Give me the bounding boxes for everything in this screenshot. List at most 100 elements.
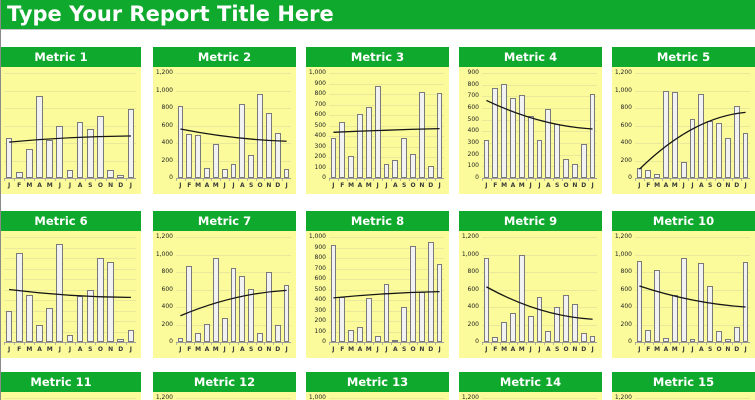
report-title[interactable]: Type Your Report Title Here	[7, 2, 334, 26]
x-axis-month-label: J	[638, 346, 641, 353]
x-axis-tick	[570, 343, 572, 345]
bar	[589, 335, 596, 342]
x-axis-month-label: F	[340, 346, 345, 353]
x-axis-month-label: F	[646, 182, 651, 189]
gridline	[176, 160, 291, 162]
bar	[66, 334, 74, 342]
bar	[536, 297, 543, 342]
x-axis-tick	[714, 343, 716, 345]
gridline	[4, 125, 136, 127]
x-axis-tick	[95, 179, 97, 181]
y-axis-tick-label: 600	[314, 111, 326, 118]
metric-chart: 100 200 300 400 500 600 700 800 900 0 J F M A M J J A S O N D…	[459, 67, 602, 194]
x-axis-tick	[264, 179, 266, 181]
x-axis-line	[635, 342, 750, 343]
x-axis-tick	[105, 343, 107, 345]
x-axis-tick	[64, 179, 66, 181]
gridline	[482, 289, 597, 291]
x-axis-tick	[670, 343, 672, 345]
bar	[680, 258, 687, 342]
x-axis-tick	[714, 179, 716, 181]
bar	[374, 335, 381, 342]
gridline	[482, 119, 597, 121]
bar	[427, 166, 434, 178]
x-axis-month-label: F	[17, 182, 22, 189]
y-axis-tick-label: 200	[161, 320, 173, 328]
x-axis-tick	[552, 343, 554, 345]
bar	[248, 155, 255, 178]
x-axis-tick	[426, 179, 428, 181]
x-axis-month-label: D	[734, 182, 740, 189]
x-axis-month-label: A	[357, 182, 363, 189]
gridline	[482, 254, 597, 256]
gridline	[176, 143, 291, 144]
x-axis-month-label: D	[118, 182, 124, 189]
bar	[580, 333, 587, 342]
metric-title: Metric 2	[153, 47, 296, 67]
x-axis-month-label: N	[725, 346, 731, 353]
x-axis-month-label: S	[402, 182, 407, 189]
y-axis-tick-label: 300	[467, 139, 479, 146]
bar	[365, 106, 372, 178]
bar	[733, 106, 740, 178]
y-axis-tick-label: 200	[467, 150, 479, 158]
gridline	[482, 398, 597, 399]
y-axis-tick-label: 600	[467, 104, 479, 111]
x-axis-tick	[54, 343, 56, 345]
x-axis-tick	[255, 343, 257, 345]
y-axis-tick-label: 700	[467, 92, 479, 100]
bar	[571, 164, 578, 178]
y-axis-tick-label: 200	[620, 320, 632, 328]
x-axis-month-label: A	[393, 182, 398, 189]
bar	[107, 262, 114, 342]
bar	[15, 252, 23, 342]
x-axis-tick	[329, 179, 330, 181]
x-axis-tick	[635, 343, 636, 345]
x-axis-tick	[705, 343, 707, 345]
bar	[654, 270, 661, 342]
x-axis-tick	[193, 343, 195, 345]
gridline	[635, 254, 750, 256]
x-axis-tick	[579, 343, 581, 345]
bar	[645, 329, 652, 342]
x-axis-month-label: O	[257, 346, 263, 353]
y-axis-tick-label: 300	[314, 306, 326, 314]
x-axis-tick	[508, 179, 510, 181]
x-axis-month-label: N	[108, 346, 114, 353]
x-axis-month-label: A	[663, 346, 669, 353]
x-axis-tick	[346, 343, 348, 345]
x-axis-tick	[688, 179, 690, 181]
bar	[483, 139, 490, 178]
y-axis-tick-label: 300	[0, 308, 1, 314]
y-axis-tick-label: 600	[0, 123, 1, 129]
x-axis-tick	[211, 343, 213, 345]
bar	[195, 333, 202, 342]
x-axis-month-label: J	[285, 182, 288, 189]
metric-title: Metric 6	[1, 211, 141, 231]
bar	[554, 124, 561, 178]
y-axis-tick-label: 900	[314, 79, 326, 87]
y-axis-tick-label: 200	[314, 153, 326, 160]
bar	[274, 133, 281, 178]
y-axis-tick-label: 0	[322, 338, 326, 345]
gridline	[4, 108, 136, 109]
bar	[26, 149, 33, 178]
x-axis-month-label: O	[410, 182, 416, 189]
y-axis-tick-label: 100	[314, 163, 326, 171]
x-axis-tick	[44, 179, 46, 181]
x-axis-month-label: F	[17, 346, 22, 353]
bar	[707, 286, 714, 342]
bar	[636, 260, 643, 342]
y-axis-tick-label: 1,200	[155, 394, 173, 400]
x-axis-month-label: A	[699, 182, 704, 189]
x-axis-month-label: M	[26, 182, 33, 189]
x-axis-month-label: A	[204, 346, 210, 353]
metric-title: Metric 3	[306, 47, 449, 67]
bar	[410, 153, 416, 178]
x-axis-tick	[417, 343, 419, 345]
metric-title: Metric 5	[612, 47, 755, 67]
x-axis-month-label: A	[510, 346, 516, 353]
